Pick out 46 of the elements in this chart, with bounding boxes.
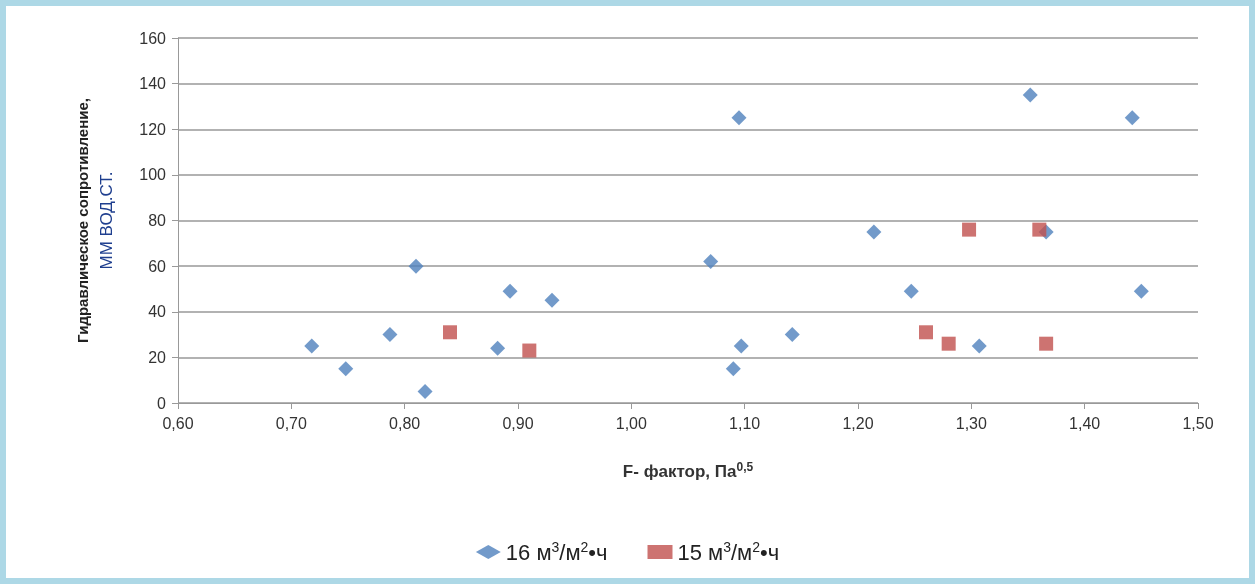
x-tick-label: 0,90 [502,414,534,432]
point [703,254,719,270]
y-tick-label: 80 [148,212,167,229]
point [971,338,987,354]
point [919,325,933,340]
point [304,338,320,354]
y-tick-label: 60 [148,257,167,275]
point [417,384,433,400]
x-tick-label: 1,40 [1069,414,1101,432]
point [1022,87,1038,103]
x-tick-label: 1,20 [842,414,874,432]
point [731,110,747,126]
point [382,327,398,343]
point [1133,283,1149,299]
point [1032,222,1047,237]
point [941,336,956,351]
point [866,224,882,240]
point [408,258,424,274]
y-tick-label: 0 [157,394,167,412]
point [544,292,560,308]
point [1124,110,1140,126]
x-tick-label: 1,00 [615,414,648,432]
point [733,338,749,354]
point [502,283,518,299]
point [962,222,977,237]
point [490,340,506,356]
point [338,361,354,377]
x-tick-label: 1,30 [955,414,988,432]
x-tick-label: 0,70 [275,414,308,432]
x-tick-label: 0,80 [389,414,421,432]
y-tick-label: 100 [139,166,167,184]
y-tick-label: 40 [148,303,167,321]
point [443,325,457,340]
point [1039,336,1054,351]
point [522,343,537,358]
point [725,361,741,377]
y-axis-title: Гидравлическое сопротивление, ММ ВОД.СТ. [73,98,116,343]
point [784,327,800,343]
y-tick-label: 20 [148,348,167,366]
point [903,283,919,299]
y-tick-label: 140 [139,75,167,93]
x-tick-label: 0,60 [162,414,194,432]
x-tick-label: 1,50 [1182,414,1214,432]
y-tick-label: 120 [139,120,167,138]
x-tick-label: 1,10 [729,414,761,432]
y-tick-label: 160 [139,29,167,47]
